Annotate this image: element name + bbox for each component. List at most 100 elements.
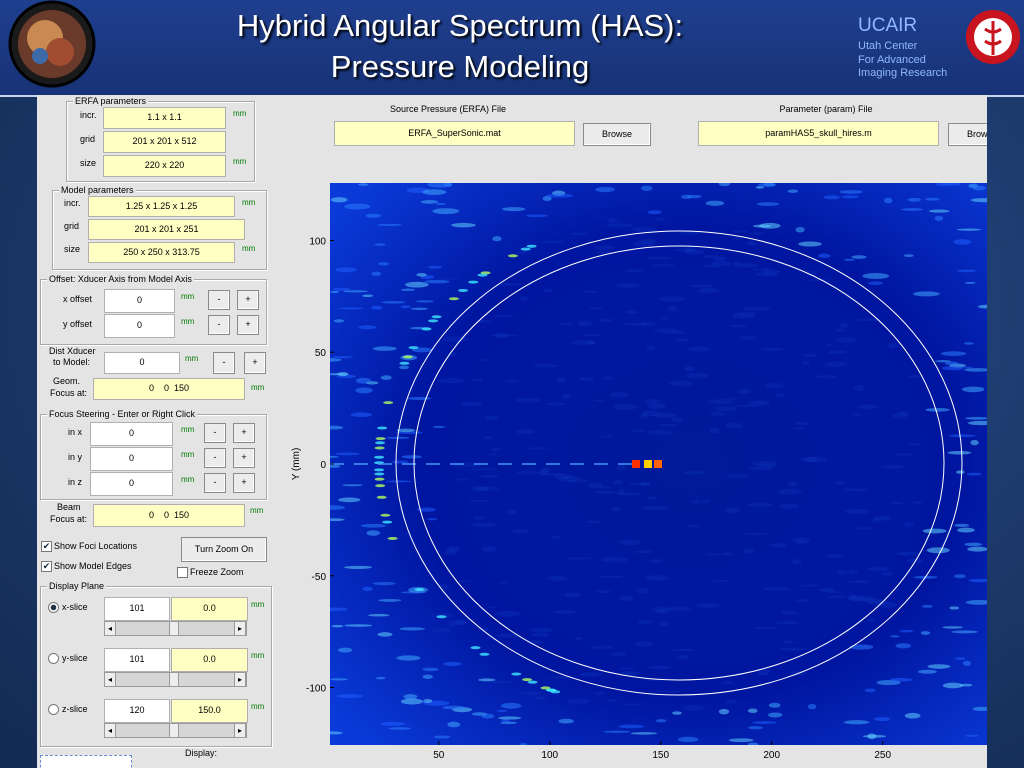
speckle — [794, 598, 809, 602]
speckle — [416, 272, 427, 277]
speckle — [616, 492, 643, 496]
minus-button[interactable]: - — [208, 290, 230, 310]
speckle — [365, 213, 382, 218]
checkbox[interactable] — [177, 567, 188, 578]
speckle — [769, 542, 787, 548]
speckle — [944, 361, 959, 366]
plus-button[interactable]: + — [233, 473, 255, 493]
speckle — [558, 718, 574, 724]
speckle — [633, 550, 653, 554]
speckle — [616, 489, 626, 495]
speckle — [883, 197, 893, 204]
minus-button[interactable]: - — [208, 315, 230, 335]
speckle — [646, 345, 656, 351]
input-field[interactable]: 0 — [90, 472, 173, 496]
speckle — [595, 590, 612, 594]
index-field[interactable]: 101 — [104, 597, 170, 621]
edge-speckle — [431, 315, 442, 319]
speckle — [677, 736, 699, 743]
heatmap — [330, 183, 987, 745]
minus-button[interactable]: - — [204, 473, 226, 493]
minus-button[interactable]: - — [204, 423, 226, 443]
radio-button[interactable] — [48, 653, 59, 664]
unit-label: mm — [181, 450, 195, 459]
speckle — [880, 465, 905, 469]
y-axis-label: Y (mm) — [291, 448, 302, 481]
speckle — [529, 627, 554, 633]
index-field[interactable]: 101 — [104, 648, 170, 672]
group-title: Offset: Xducer Axis from Model Axis — [47, 274, 194, 284]
speckle — [842, 488, 869, 492]
speckle — [768, 702, 781, 708]
speckle — [343, 290, 368, 293]
plus-button[interactable]: + — [237, 290, 259, 310]
speckle — [972, 185, 986, 191]
speckle — [956, 470, 965, 474]
file-field[interactable]: ERFA_SuperSonic.mat — [334, 121, 575, 146]
speckle — [423, 699, 433, 703]
edge-speckle — [414, 588, 425, 592]
speckle — [843, 720, 870, 725]
index-field[interactable]: 120 — [104, 699, 170, 723]
plus-button[interactable]: + — [237, 315, 259, 335]
radio-button[interactable] — [48, 704, 59, 715]
browse-button[interactable]: Browse — [583, 123, 651, 146]
input-field[interactable]: 0 — [90, 447, 173, 471]
focus-hotspot — [644, 460, 652, 468]
speckle — [795, 421, 810, 426]
input-field[interactable]: 0 — [104, 314, 175, 338]
plus-button[interactable]: + — [244, 352, 266, 374]
speckle — [823, 195, 840, 200]
speckle — [711, 579, 732, 583]
speckle — [965, 734, 979, 737]
minus-button[interactable]: - — [213, 352, 235, 374]
zoom-button[interactable]: Turn Zoom On — [181, 537, 267, 562]
speckle — [730, 324, 748, 328]
speckle — [618, 724, 645, 729]
speckle — [928, 209, 950, 213]
plus-button[interactable]: + — [233, 423, 255, 443]
slider[interactable]: ◂ ▸ — [104, 672, 247, 687]
slider[interactable]: ◂ ▸ — [104, 621, 247, 636]
speckle — [538, 447, 549, 450]
speckle — [792, 558, 802, 565]
radio-button[interactable] — [48, 602, 59, 613]
speckle — [737, 388, 752, 395]
speckle — [825, 343, 834, 347]
speckle — [368, 614, 390, 617]
speckle — [739, 335, 757, 340]
speckle — [640, 321, 657, 326]
input-field[interactable] — [40, 755, 132, 768]
slider[interactable]: ◂ ▸ — [104, 723, 247, 738]
speckle — [417, 507, 436, 512]
plus-button[interactable]: + — [233, 448, 255, 468]
speckle — [956, 228, 982, 231]
edge-speckle — [374, 477, 385, 481]
speckle — [520, 296, 529, 301]
speckle — [482, 436, 493, 439]
input-field[interactable]: 0 — [104, 352, 180, 374]
speckle — [560, 322, 574, 326]
checkbox[interactable]: ✔ — [41, 561, 52, 572]
speckle — [934, 215, 944, 221]
speckle — [862, 273, 890, 279]
speckle — [542, 240, 565, 244]
speckle — [851, 255, 867, 259]
label: Dist Xducer — [49, 346, 96, 356]
speckle — [732, 263, 759, 268]
speckle — [963, 342, 974, 345]
value-field: 250 x 250 x 313.75 — [88, 242, 235, 263]
speckle — [889, 677, 913, 682]
speckle — [628, 482, 651, 486]
file-field[interactable]: paramHAS5_skull_hires.m — [698, 121, 939, 146]
speckle — [725, 422, 743, 429]
label: y offset — [63, 319, 92, 329]
speckle — [866, 618, 876, 622]
speckle — [487, 606, 498, 609]
checkbox[interactable]: ✔ — [41, 541, 52, 552]
minus-button[interactable]: - — [204, 448, 226, 468]
input-field[interactable]: 0 — [90, 422, 173, 446]
browse-button[interactable]: Browse — [948, 123, 987, 146]
speckle — [746, 240, 758, 246]
input-field[interactable]: 0 — [104, 289, 175, 313]
